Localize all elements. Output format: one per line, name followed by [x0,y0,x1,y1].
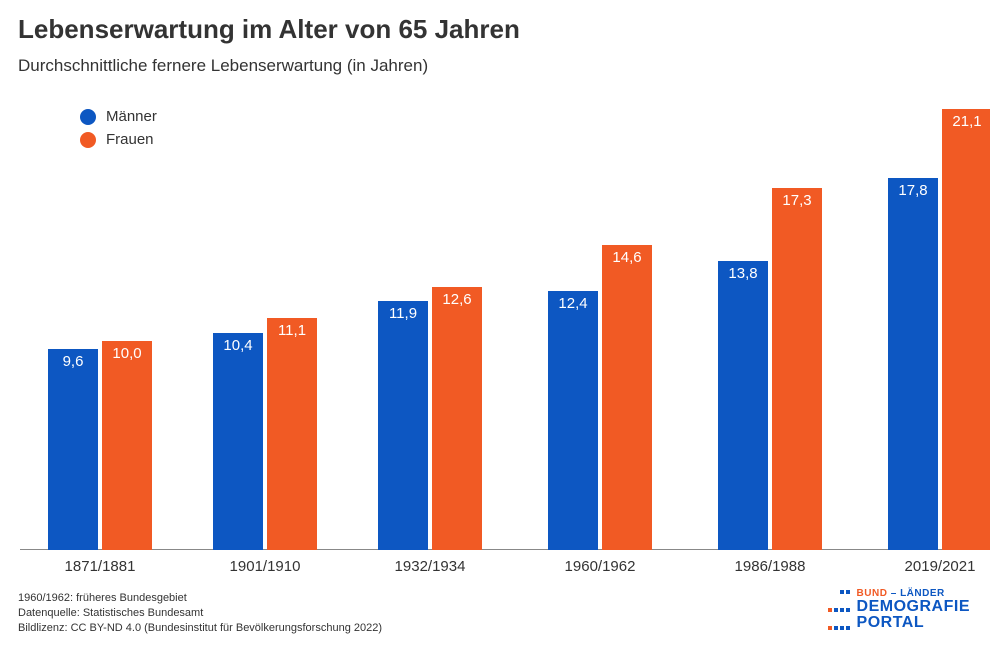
logo-main-line1: DEMOGRAFIE [857,599,970,615]
logo-text: LÄNDER [900,588,945,599]
bar-value-label: 17,8 [888,182,938,199]
bar-frauen: 12,6 [432,287,482,550]
bar-value-label: 9,6 [48,353,98,370]
x-axis-label: 1901/1910 [230,558,301,575]
bar-frauen: 17,3 [772,188,822,550]
bar-value-label: 13,8 [718,265,768,282]
bar-group: 13,8 17,3 [718,188,822,550]
x-axis-label: 1986/1988 [735,558,806,575]
logo-main-line2: PORTAL [857,615,970,631]
x-axis-line [20,549,970,550]
bar-value-label: 11,1 [267,322,317,339]
footer-notes: 1960/1962: früheres Bundesgebiet Datenqu… [18,591,382,636]
footer-line: 1960/1962: früheres Bundesgebiet [18,591,382,606]
bar-value-label: 10,0 [102,345,152,362]
bar-frauen: 14,6 [602,245,652,550]
bar-value-label: 12,4 [548,295,598,312]
bar-maenner: 11,9 [378,301,428,550]
bar-frauen: 10,0 [102,341,152,550]
chart-title: Lebenserwartung im Alter von 65 Jahren [18,14,520,45]
x-axis-label: 1960/1962 [565,558,636,575]
bar-group: 12,4 14,6 [548,245,652,550]
bar-maenner: 13,8 [718,261,768,550]
logo-top-line: BUND – LÄNDER [857,588,970,599]
bar-group: 17,8 21,1 [888,109,990,550]
bar-value-label: 17,3 [772,192,822,209]
bar-frauen: 11,1 [267,318,317,550]
bar-maenner: 9,6 [48,349,98,550]
bar-group: 10,411,1 [213,318,317,550]
footer-line: Bildlizenz: CC BY-ND 4.0 (Bundesinstitut… [18,621,382,636]
footer-line: Datenquelle: Statistisches Bundesamt [18,606,382,621]
logo-text: BUND [857,588,888,599]
bar-maenner: 17,8 [888,178,938,550]
x-axis-label: 1871/1881 [65,558,136,575]
logo-dots-icon [827,582,851,636]
bar-value-label: 14,6 [602,249,652,266]
x-axis-label: 1932/1934 [395,558,466,575]
chart-plot-area: 9,610,010,411,111,912,612,414,613,817,31… [20,90,970,550]
bar-frauen: 21,1 [942,109,990,550]
bar-group: 9,610,0 [48,341,152,550]
chart-subtitle: Durchschnittliche fernere Lebenserwartun… [18,56,428,76]
bar-value-label: 21,1 [942,113,990,130]
bar-value-label: 10,4 [213,337,263,354]
bar-value-label: 11,9 [378,305,428,322]
bar-value-label: 12,6 [432,291,482,308]
x-axis-label: 2019/2021 [905,558,976,575]
logo-text: – [887,588,900,599]
bar-group: 11,912,6 [378,287,482,550]
bar-maenner: 10,4 [213,333,263,550]
bar-maenner: 12,4 [548,291,598,550]
demografie-portal-logo: BUND – LÄNDER DEMOGRAFIE PORTAL [827,582,970,636]
